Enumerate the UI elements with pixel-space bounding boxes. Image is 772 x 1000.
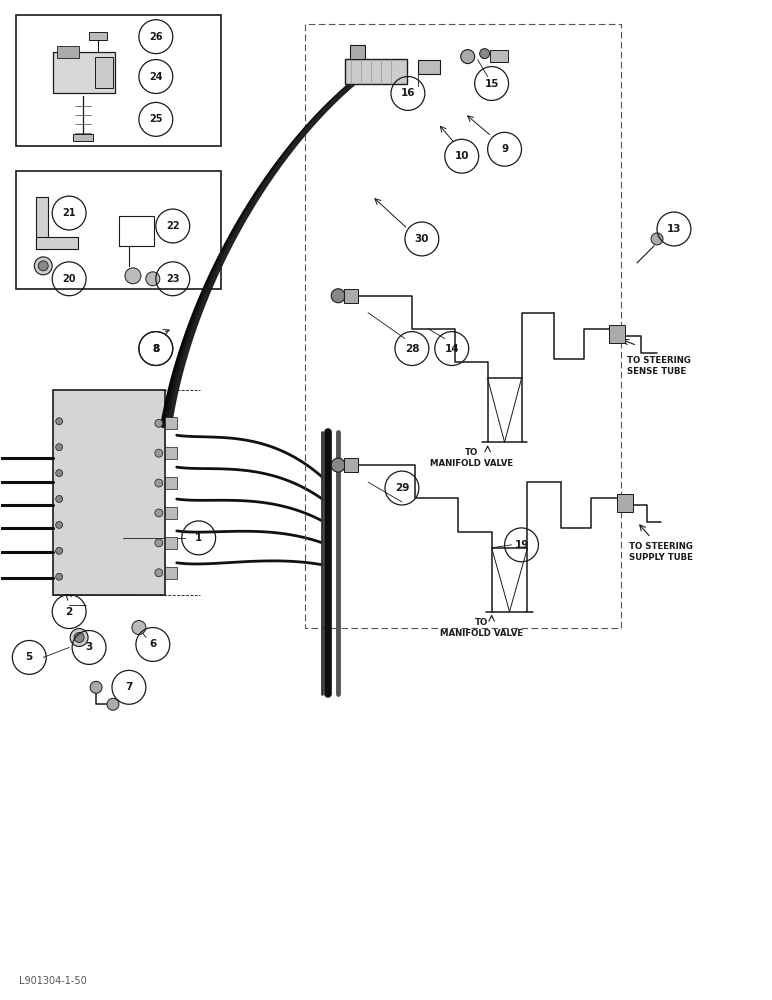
Text: 26: 26 (149, 32, 163, 42)
Text: 13: 13 (667, 224, 681, 234)
Bar (57, 46, 79, 58)
Text: 7: 7 (125, 682, 133, 692)
Text: 24: 24 (149, 72, 163, 82)
Circle shape (34, 257, 52, 275)
Text: 19: 19 (514, 540, 529, 550)
Text: TO STEERING
SUPPLY TUBE: TO STEERING SUPPLY TUBE (629, 542, 693, 562)
Bar (164, 507, 177, 519)
Text: 8: 8 (152, 344, 160, 354)
Circle shape (125, 268, 141, 284)
Bar (350, 45, 365, 59)
Circle shape (155, 479, 163, 487)
Circle shape (56, 418, 63, 425)
Text: 22: 22 (166, 221, 180, 231)
Text: 3: 3 (86, 642, 93, 652)
Circle shape (461, 50, 475, 64)
Text: 9: 9 (501, 144, 508, 154)
Bar (489, 50, 507, 62)
Circle shape (56, 573, 63, 580)
Text: 14: 14 (445, 344, 459, 354)
Text: TO STEERING
SENSE TUBE: TO STEERING SENSE TUBE (627, 356, 691, 376)
Bar (617, 494, 633, 512)
Circle shape (132, 621, 146, 635)
Text: 23: 23 (166, 274, 180, 284)
Circle shape (56, 496, 63, 502)
Text: TO
MANIFOLD VALVE: TO MANIFOLD VALVE (440, 618, 523, 638)
Bar (164, 567, 177, 579)
Bar (36, 197, 48, 249)
Circle shape (479, 49, 489, 59)
Circle shape (70, 629, 88, 646)
Circle shape (155, 539, 163, 547)
Text: 30: 30 (415, 234, 429, 244)
Circle shape (155, 509, 163, 517)
Circle shape (146, 272, 160, 286)
Circle shape (331, 289, 345, 303)
Circle shape (56, 547, 63, 554)
Circle shape (56, 521, 63, 528)
Text: TO
MANIFOLD VALVE: TO MANIFOLD VALVE (430, 448, 513, 468)
Bar (164, 447, 177, 459)
Text: 15: 15 (484, 79, 499, 89)
Bar (344, 458, 358, 472)
Bar (164, 477, 177, 489)
Bar (164, 537, 177, 549)
Circle shape (39, 261, 48, 271)
Circle shape (155, 569, 163, 577)
Bar (119, 216, 154, 246)
Bar (36, 237, 78, 249)
Circle shape (56, 444, 63, 451)
Bar (16, 171, 221, 289)
Bar (344, 289, 358, 303)
Bar (95, 57, 113, 88)
Text: L901304-1-50: L901304-1-50 (19, 976, 87, 986)
Text: 8: 8 (152, 344, 160, 354)
Text: 29: 29 (394, 483, 409, 493)
Circle shape (56, 470, 63, 477)
Bar (345, 59, 407, 84)
Bar (53, 390, 164, 595)
Text: 6: 6 (149, 639, 157, 649)
Text: 10: 10 (455, 151, 469, 161)
Text: 20: 20 (63, 274, 76, 284)
Circle shape (651, 233, 663, 245)
Text: 16: 16 (401, 88, 415, 98)
Circle shape (74, 633, 84, 642)
Bar (53, 52, 115, 93)
Bar (73, 134, 93, 141)
Text: 21: 21 (63, 208, 76, 218)
Circle shape (331, 458, 345, 472)
Bar (164, 417, 177, 429)
Bar (89, 32, 107, 40)
Bar (609, 325, 625, 343)
Circle shape (90, 681, 102, 693)
Text: 2: 2 (66, 607, 73, 617)
Circle shape (155, 419, 163, 427)
Text: 25: 25 (149, 114, 163, 124)
Text: 28: 28 (405, 344, 419, 354)
Circle shape (155, 449, 163, 457)
Text: 5: 5 (25, 652, 33, 662)
Bar (16, 15, 221, 146)
Text: 1: 1 (195, 533, 202, 543)
Bar (418, 60, 440, 74)
Circle shape (107, 698, 119, 710)
